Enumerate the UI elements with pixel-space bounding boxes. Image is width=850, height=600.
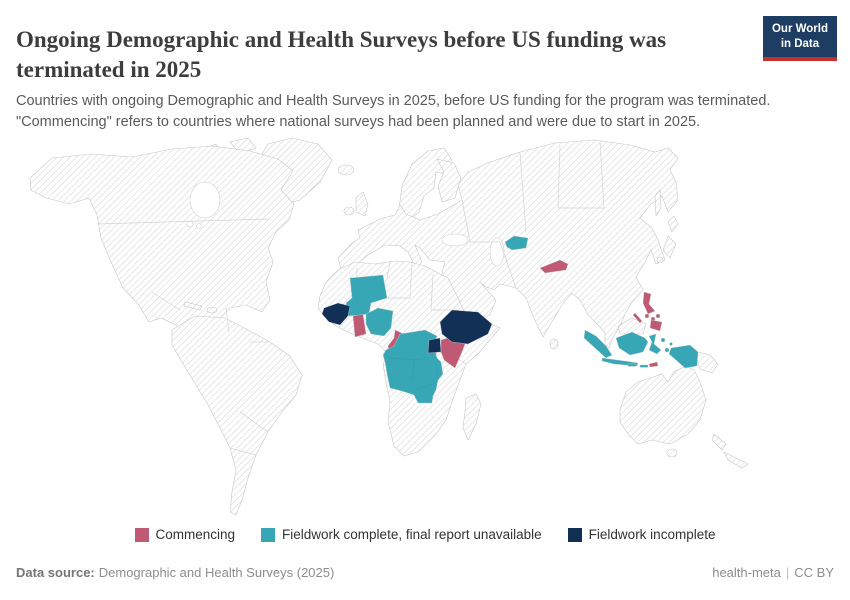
owid-logo-line2: in Data	[780, 37, 820, 50]
legend-label-fieldwork-complete: Fieldwork complete, final report unavail…	[282, 527, 542, 542]
country-guinea[interactable]	[321, 302, 351, 326]
island-cuba	[183, 301, 203, 311]
data-source-label: Data source:	[16, 565, 95, 580]
continent-north-america	[29, 145, 295, 369]
great-lake-2	[196, 223, 202, 229]
island-hispaniola	[206, 306, 218, 314]
great-lake-1	[186, 220, 194, 228]
world-map-svg	[29, 137, 749, 516]
country-timor-leste[interactable]	[648, 361, 659, 368]
island-japan-honshu	[662, 235, 677, 259]
legend-label-fieldwork-incomplete: Fieldwork incomplete	[588, 527, 716, 542]
region-finland	[436, 158, 462, 203]
country-tajikistan[interactable]	[504, 235, 529, 251]
island-great-britain	[355, 191, 369, 217]
caspian-sea	[489, 237, 505, 267]
hudson-bay	[189, 181, 221, 219]
island-new-zealand-south	[723, 451, 749, 469]
black-sea	[441, 233, 469, 247]
island-japan-kyushu	[656, 256, 664, 264]
region-central-southern-africa-teal[interactable]	[382, 329, 444, 404]
island-iceland	[337, 164, 355, 176]
legend-item-fieldwork-complete[interactable]: Fieldwork complete, final report unavail…	[261, 527, 542, 542]
island-sakhalin	[654, 189, 662, 217]
island-sri-lanka	[549, 338, 559, 350]
legend-item-commencing[interactable]: Commencing	[134, 527, 236, 542]
page-title: Ongoing Demographic and Health Surveys b…	[16, 27, 667, 83]
world-map	[0, 112, 850, 520]
attribution-license[interactable]: CC BY	[794, 565, 834, 580]
country-philippines[interactable]	[632, 291, 663, 332]
teal-internal-borders	[387, 357, 439, 391]
map-legend: Commencing Fieldwork complete, final rep…	[0, 527, 850, 542]
legend-item-fieldwork-incomplete[interactable]: Fieldwork incomplete	[567, 527, 716, 542]
owid-logo[interactable]: Our World in Data	[762, 16, 837, 61]
island-new-guinea-png	[696, 351, 719, 374]
island-ireland	[343, 206, 355, 216]
legend-swatch-fieldwork-incomplete	[567, 527, 582, 542]
island-japan-hokkaido	[667, 215, 679, 233]
island-tasmania	[666, 448, 678, 458]
country-indonesia[interactable]	[583, 329, 699, 369]
owid-logo-line1: Our World	[771, 23, 828, 35]
country-uganda[interactable]	[427, 337, 442, 354]
island-new-zealand-north	[711, 433, 727, 451]
attribution: health-meta | CC BY	[712, 565, 834, 580]
data-source-value: Demographic and Health Surveys (2025)	[98, 565, 335, 580]
island-madagascar	[462, 393, 482, 441]
continent-australia	[619, 365, 707, 445]
attribution-separator: |	[785, 565, 790, 580]
legend-label-commencing: Commencing	[155, 527, 236, 542]
chart-subtitle: Countries with ongoing Demographic and H…	[16, 92, 771, 130]
country-ethiopia[interactable]	[439, 309, 493, 345]
continent-south-america	[171, 315, 303, 516]
country-nepal[interactable]	[539, 259, 569, 274]
country-borders	[96, 141, 605, 456]
legend-swatch-commencing	[134, 527, 149, 542]
attribution-author[interactable]: health-meta	[712, 565, 781, 580]
chart-footer: Data source: Demographic and Health Surve…	[16, 565, 834, 580]
data-source: Data source: Demographic and Health Surve…	[16, 565, 334, 580]
legend-swatch-fieldwork-complete	[261, 527, 276, 542]
country-nigeria[interactable]	[365, 307, 394, 337]
